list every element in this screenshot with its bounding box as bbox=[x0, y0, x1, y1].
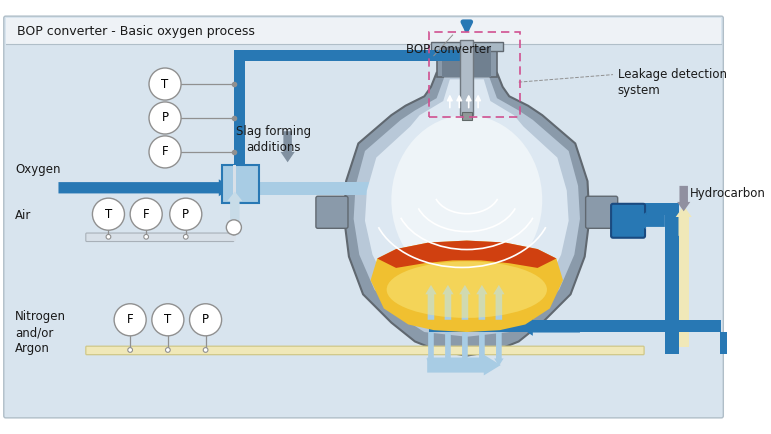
Text: Air: Air bbox=[15, 209, 32, 222]
FancyArrow shape bbox=[227, 191, 242, 222]
Polygon shape bbox=[354, 77, 580, 337]
Text: Hydrocarbon: Hydrocarbon bbox=[690, 187, 766, 200]
Text: P: P bbox=[162, 112, 169, 125]
FancyBboxPatch shape bbox=[611, 204, 645, 238]
Bar bbox=[5, 18, 722, 44]
Text: T: T bbox=[164, 313, 171, 326]
FancyArrow shape bbox=[494, 332, 503, 366]
Bar bbox=[259, 182, 466, 195]
FancyArrow shape bbox=[426, 285, 436, 320]
Text: F: F bbox=[143, 208, 150, 220]
Text: T: T bbox=[161, 78, 169, 91]
Bar bbox=[221, 165, 259, 203]
Circle shape bbox=[130, 198, 162, 230]
FancyArrow shape bbox=[460, 285, 470, 320]
Ellipse shape bbox=[392, 115, 542, 285]
FancyArrow shape bbox=[281, 131, 295, 162]
Bar bbox=[616, 203, 677, 215]
Polygon shape bbox=[377, 240, 557, 268]
Text: Oxygen: Oxygen bbox=[15, 164, 61, 177]
Text: BOP converter - Basic oxygen process: BOP converter - Basic oxygen process bbox=[17, 25, 255, 38]
Text: F: F bbox=[126, 313, 133, 326]
Text: P: P bbox=[182, 208, 189, 220]
Circle shape bbox=[144, 234, 149, 239]
Text: Nitrogen
and/or
Argon: Nitrogen and/or Argon bbox=[15, 310, 66, 355]
FancyArrow shape bbox=[519, 317, 580, 336]
Text: BOP converter: BOP converter bbox=[406, 43, 490, 56]
Text: F: F bbox=[162, 145, 168, 158]
FancyArrow shape bbox=[477, 332, 487, 366]
FancyBboxPatch shape bbox=[4, 16, 723, 418]
Text: Leakage detection
system: Leakage detection system bbox=[618, 68, 727, 97]
FancyArrow shape bbox=[59, 179, 232, 196]
Bar bbox=[462, 112, 472, 120]
Circle shape bbox=[149, 102, 181, 134]
Bar bbox=[679, 214, 689, 347]
Bar bbox=[443, 47, 491, 77]
FancyArrow shape bbox=[476, 285, 487, 320]
Polygon shape bbox=[344, 73, 589, 355]
Bar bbox=[429, 32, 520, 117]
Bar bbox=[719, 332, 732, 354]
Bar bbox=[719, 332, 732, 347]
Bar bbox=[665, 203, 679, 354]
Bar bbox=[429, 320, 722, 332]
FancyBboxPatch shape bbox=[86, 346, 644, 355]
Bar bbox=[234, 50, 466, 61]
Circle shape bbox=[114, 304, 146, 336]
FancyArrow shape bbox=[427, 355, 500, 375]
Circle shape bbox=[190, 304, 221, 336]
Circle shape bbox=[93, 198, 124, 230]
FancyArrow shape bbox=[443, 332, 453, 366]
FancyArrow shape bbox=[677, 186, 690, 211]
FancyArrow shape bbox=[460, 332, 470, 366]
FancyBboxPatch shape bbox=[233, 165, 236, 240]
Bar bbox=[460, 39, 473, 115]
Circle shape bbox=[166, 348, 170, 352]
FancyArrow shape bbox=[493, 285, 504, 320]
Bar bbox=[460, 59, 472, 220]
Circle shape bbox=[152, 304, 184, 336]
Circle shape bbox=[183, 234, 188, 239]
FancyBboxPatch shape bbox=[586, 196, 618, 228]
Circle shape bbox=[106, 234, 111, 239]
Circle shape bbox=[204, 348, 208, 352]
Polygon shape bbox=[365, 79, 569, 327]
Circle shape bbox=[149, 136, 181, 168]
Circle shape bbox=[227, 220, 241, 235]
FancyArrow shape bbox=[675, 206, 692, 236]
Polygon shape bbox=[371, 240, 563, 332]
Text: Slag forming
additions: Slag forming additions bbox=[236, 125, 311, 154]
FancyBboxPatch shape bbox=[86, 233, 234, 241]
Ellipse shape bbox=[386, 261, 547, 318]
Circle shape bbox=[170, 198, 202, 230]
FancyArrow shape bbox=[443, 285, 453, 320]
Bar bbox=[431, 42, 503, 51]
Circle shape bbox=[128, 348, 133, 352]
Bar bbox=[234, 56, 245, 188]
Bar bbox=[436, 44, 497, 77]
Text: P: P bbox=[202, 313, 209, 326]
FancyArrow shape bbox=[635, 212, 665, 229]
Text: T: T bbox=[105, 208, 112, 220]
FancyArrow shape bbox=[426, 332, 436, 366]
FancyBboxPatch shape bbox=[316, 196, 348, 228]
Circle shape bbox=[149, 68, 181, 100]
